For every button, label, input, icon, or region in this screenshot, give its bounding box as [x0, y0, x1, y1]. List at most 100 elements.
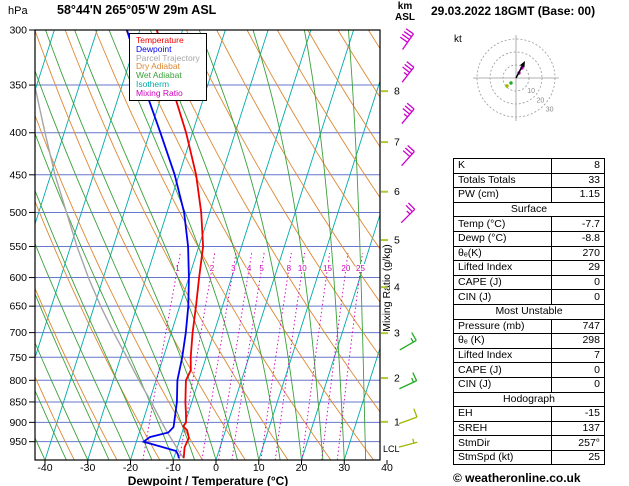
temperature-tick-label: 30 — [338, 462, 350, 474]
wet-adiabat-line — [45, 30, 217, 460]
stat-value: 0 — [551, 289, 605, 305]
temperature-tick-label: -40 — [37, 462, 52, 474]
hodograph-ring-label: 30 — [546, 107, 554, 114]
wind-barb — [400, 202, 416, 224]
isotherm-line — [87, 30, 226, 460]
isotherm-line — [301, 213, 380, 460]
mixing-ratio-line — [201, 252, 237, 460]
page-title: 58°44'N 265°05'W 29m ASL — [57, 3, 217, 17]
dry-adiabat-line — [64, 30, 289, 460]
mixing-ratio-line — [336, 252, 363, 460]
wind-barb — [398, 438, 418, 448]
series-line — [35, 83, 185, 459]
wind-barb — [399, 28, 414, 50]
km-tick-label: 4 — [394, 282, 400, 294]
stat-section-title: Most Unstable — [453, 303, 605, 320]
km-tick-label: 5 — [394, 235, 400, 247]
x-axis-title: Dewpoint / Temperature (°C) — [127, 474, 289, 486]
series-line — [156, 30, 205, 459]
copyright: © weatheronline.co.uk — [453, 471, 581, 485]
stat-value: 137 — [551, 420, 605, 437]
hodograph-trace-point — [509, 81, 513, 85]
altitude-unit-asl: ASL — [395, 11, 415, 23]
pressure-tick-label: 750 — [9, 352, 27, 364]
wet-adiabat-line — [35, 341, 89, 460]
stat-section-title: Surface — [453, 201, 605, 218]
pressure-gridlines — [35, 29, 380, 443]
stat-value: -15 — [551, 406, 605, 422]
stat-value: 25 — [551, 449, 605, 466]
series-line — [126, 30, 190, 459]
mixing-ratio-line — [218, 252, 253, 460]
pressure-tick-label: 600 — [9, 272, 27, 284]
hodograph-unit-label: kt — [454, 34, 462, 45]
legend-item: Isotherm — [136, 78, 170, 89]
pressure-tick-label: 900 — [9, 417, 27, 429]
pressure-tick-label: 550 — [9, 241, 27, 253]
altitude-unit-km: km — [397, 1, 413, 12]
stat-label: Lifted Index — [453, 347, 552, 364]
wet-adiabat-line — [408, 30, 417, 460]
stat-label: CAPE (J) — [453, 274, 552, 291]
stat-row: Totals Totals 33 — [453, 172, 605, 189]
dry-adiabat-line — [94, 30, 332, 460]
km-tick-label: 6 — [394, 186, 400, 198]
wet-adiabat-line — [347, 30, 367, 460]
wet-adiabat-line — [35, 389, 67, 460]
temperature-tick-label: -30 — [80, 462, 95, 474]
isotherm-line — [35, 30, 55, 92]
wet-adiabat-line — [35, 132, 174, 460]
mixing-ratio-labels: 1 2 3 4 5 8 10 15 20 25 — [174, 263, 366, 274]
mixing-ratio-value: 20 — [341, 264, 350, 273]
hodograph-ring — [476, 38, 556, 118]
dry-adiabat-line — [216, 30, 380, 303]
isotherm-line — [44, 30, 184, 460]
mixing-ratio-value: 2 — [210, 264, 215, 273]
stat-label: SREH — [453, 420, 552, 437]
wind-barb — [401, 102, 415, 124]
stat-row: CAPE (J) 0 — [453, 362, 605, 378]
hodograph-ring — [502, 64, 530, 92]
km-tick-label: 7 — [394, 137, 400, 149]
legend-item: Dewpoint — [136, 43, 172, 54]
stat-label: θₑ(K) — [453, 245, 552, 262]
stat-label: θₑ (K) — [453, 333, 552, 349]
stat-value: 0 — [551, 274, 605, 291]
hodograph-trace-point — [505, 84, 509, 88]
pressure-tick-label: 500 — [9, 207, 27, 219]
hodograph-ring — [489, 51, 543, 105]
mixing-ratio-line — [260, 252, 292, 460]
pressure-axis: 300 350 400 450 500 550 600 650 700 750 800 850 900 9… — [9, 25, 35, 448]
pressure-tick-label: 400 — [9, 127, 27, 139]
km-tick-label: 2 — [394, 373, 400, 385]
temperature-tick-label: 10 — [253, 462, 265, 474]
stat-label: EH — [453, 406, 552, 422]
isotherm-line — [343, 346, 380, 460]
hodograph-ring-label: 20 — [536, 97, 544, 104]
series-dewpoint — [126, 30, 190, 459]
plot-frame — [34, 29, 381, 461]
temperature-tick-label: -10 — [166, 462, 181, 474]
stat-label: StmSpd (kt) — [453, 449, 552, 466]
stat-label: Pressure (mb) — [453, 318, 552, 335]
wind-barb — [399, 372, 418, 390]
pressure-tick-label: 950 — [9, 436, 27, 448]
pressure-tick-label: 850 — [9, 396, 27, 408]
dry-adiabat-line — [185, 30, 380, 358]
wind-barbs — [398, 28, 418, 448]
stat-value: 33 — [551, 172, 605, 189]
mixing-ratio-value: 25 — [356, 264, 365, 273]
stat-label: K — [453, 158, 552, 174]
dry-adiabat-line — [35, 287, 118, 460]
mixing-ratio-line — [321, 252, 349, 460]
legend-item: Parcel Trajectory — [136, 52, 200, 63]
wet-adiabat-line — [35, 69, 196, 460]
temperature-tick-label: 40 — [381, 462, 393, 474]
mixing-ratio-line — [274, 252, 306, 460]
stat-row: EH -15 — [453, 406, 605, 422]
temperature-tick-label: -20 — [123, 462, 138, 474]
stat-row: Lifted Index 29 — [453, 260, 605, 276]
